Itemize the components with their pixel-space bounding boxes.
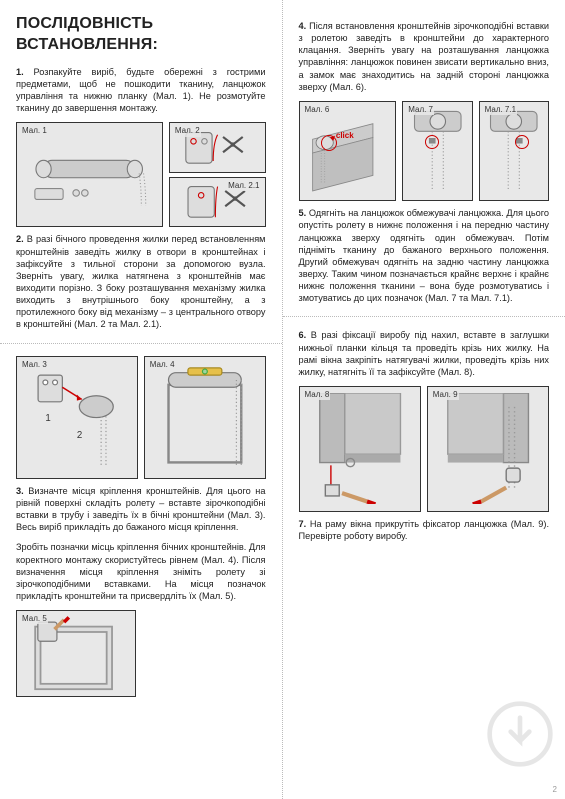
step-6-body: В разі фіксації виробу під нахил, вставт…	[299, 330, 550, 376]
figure-2: Мал. 2	[169, 122, 266, 173]
figure-2-1: Мал. 2.1	[169, 177, 266, 228]
figure-8: Мал. 8	[299, 386, 421, 512]
fig-7-svg	[407, 107, 469, 196]
step-7-body: На раму вікна прикрутіть фіксатор ланцюж…	[299, 519, 550, 541]
step-3a-text: 3. Визначте місця кріплення кронштейнів.…	[16, 485, 266, 534]
fig-1-svg	[24, 128, 154, 221]
figure-9: Мал. 9	[427, 386, 549, 512]
fig6-red-circle	[321, 135, 337, 151]
fig-8-svg	[306, 393, 414, 504]
figure-7: Мал. 7	[402, 101, 472, 201]
figure-5: Мал. 5	[16, 610, 136, 697]
figure-3: Мал. 3 1 2	[16, 356, 138, 479]
fig-7-label: Мал. 7	[407, 105, 434, 115]
figure-4: Мал. 4	[144, 356, 266, 479]
fig-row-5: Мал. 5	[16, 610, 266, 697]
page-title: ПОСЛІДОВНІСТЬ ВСТАНОВЛЕННЯ:	[16, 14, 266, 56]
step-1-body: Розпакуйте виріб, будьте обережні з гост…	[16, 67, 266, 113]
fig-row-6-7: Мал. 6 click Мал. 7	[299, 101, 550, 201]
svg-text:1: 1	[45, 413, 50, 424]
step-3b-text: Зробіть позначки місць кріплення бічних …	[16, 541, 266, 602]
fig-71-svg	[483, 107, 545, 196]
fig-4-svg	[151, 363, 259, 472]
fig-5-svg	[23, 615, 129, 691]
fig-row-1-2: Мал. 1 Мал. 2	[16, 122, 266, 227]
figure-1: Мал. 1	[16, 122, 163, 227]
fig-71-label: Мал. 7.1	[484, 105, 517, 115]
fig-5-label: Мал. 5	[21, 614, 48, 624]
fig-3-label: Мал. 3	[21, 360, 48, 370]
step-1-text: 1. Розпакуйте виріб, будьте обережні з г…	[16, 66, 266, 115]
step-5-body: Одягніть на ланцюжок обмежувачі ланцюжка…	[299, 208, 550, 303]
fig-21-label: Мал. 2.1	[227, 181, 260, 191]
fig-4-label: Мал. 4	[149, 360, 176, 370]
step-2-text: 2. В разі бічного проведення жилки перед…	[16, 233, 266, 330]
fig-6-label: Мал. 6	[304, 105, 331, 115]
click-label: click	[336, 131, 354, 141]
fig-2-label: Мал. 2	[174, 126, 201, 136]
svg-text:2: 2	[77, 430, 82, 441]
step-6-text: 6. В разі фіксації виробу під нахил, вст…	[299, 329, 550, 378]
fig-6-svg	[304, 107, 390, 196]
fig-1-label: Мал. 1	[21, 126, 48, 136]
step-3a-body: Визначте місця кріплення кронштейнів. Дл…	[16, 486, 266, 532]
step-4-text: 4. Після встановлення кронштейнів зірочк…	[299, 20, 550, 93]
right-column: 4. Після встановлення кронштейнів зірочк…	[283, 0, 565, 799]
fig-8-label: Мал. 8	[304, 390, 331, 400]
figure-6: Мал. 6 click	[299, 101, 397, 201]
fig-row-3-4: Мал. 3 1 2 Мал. 4	[16, 356, 266, 479]
fig-3-svg: 1 2	[23, 363, 131, 472]
watermark-icon	[485, 699, 555, 769]
right-divider	[283, 316, 565, 317]
left-divider	[0, 343, 282, 344]
fig-9-label: Мал. 9	[432, 390, 459, 400]
page-number: 2	[553, 785, 557, 795]
figure-7-1: Мал. 7.1	[479, 101, 549, 201]
fig-9-svg	[434, 393, 542, 504]
step-7-text: 7. На раму вікна прикрутіть фіксатор лан…	[299, 518, 550, 542]
step-4-body: Після встановлення кронштейнів зірочкопо…	[299, 21, 550, 92]
left-column: ПОСЛІДОВНІСТЬ ВСТАНОВЛЕННЯ: 1. Розпакуйт…	[0, 0, 283, 799]
fig-row-8-9: Мал. 8 Мал. 9	[299, 386, 550, 512]
step-2-body: В разі бічного проведення жилки перед вс…	[16, 234, 266, 329]
step-5-text: 5. Одягніть на ланцюжок обмежувачі ланцю…	[299, 207, 550, 304]
